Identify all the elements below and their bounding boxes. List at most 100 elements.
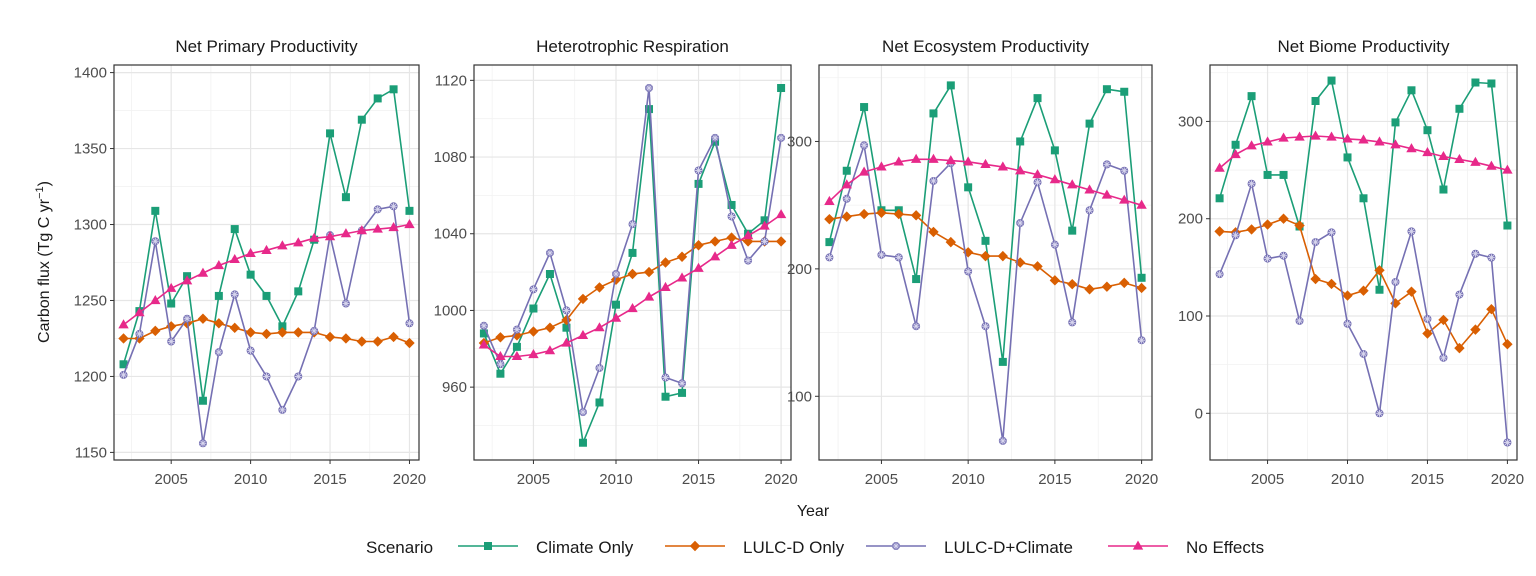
data-point [1342,133,1353,143]
chart-panels: Net Primary Productivity 2005 2010 2015 2020… [74,37,1524,488]
data-point [627,303,638,313]
data-point [512,342,521,351]
data-point [1119,277,1130,289]
legend-item-lulc-d-only: LULC-D Only [665,538,845,557]
data-point [496,360,505,369]
data-point [1423,126,1432,135]
data-point [1247,179,1256,188]
data-point [645,84,654,93]
data-point [1406,143,1417,153]
data-point [1486,160,1497,170]
data-point [1486,303,1497,315]
data-point [151,206,160,215]
data-point [860,103,869,112]
data-point [1407,227,1416,236]
data-point [578,438,587,447]
data-point [1136,199,1147,209]
data-point [1231,231,1240,240]
y-tick-label: 1080 [434,149,467,166]
data-point [1279,170,1288,179]
data-point [1326,131,1337,141]
legend-item-climate-only: Climate Only [458,538,634,557]
data-point [1016,137,1025,146]
data-point [1503,221,1512,230]
data-point [694,166,703,175]
data-point [693,262,704,272]
data-point [1263,254,1272,263]
data-point [1438,314,1449,326]
data-point [1214,162,1225,172]
x-tick-label: 2010 [1331,471,1364,488]
data-point [912,275,921,284]
y-tick-label: 1040 [434,226,467,243]
data-point [261,328,272,340]
data-point [561,314,572,326]
y-tick-label: 300 [1178,113,1203,130]
data-point [388,331,399,343]
data-point [167,299,176,308]
data-point [1102,85,1111,94]
data-point [1014,165,1026,175]
data-point [1455,290,1464,299]
data-point [1295,316,1304,325]
data-point [1085,119,1094,128]
data-point [1068,318,1077,327]
panel-title: Net Biome Productivity [1278,37,1450,56]
data-point [562,323,571,332]
data-point [1422,328,1433,339]
data-point [981,322,990,331]
series-line [122,205,411,445]
y-tick-label: 1120 [435,72,467,89]
y-tick-label: 0 [1195,405,1203,422]
data-point [1214,226,1225,237]
data-point [577,329,589,339]
data-point [326,129,335,138]
data-point [278,322,287,331]
data-point [1263,170,1272,179]
panel-title: Heterotrophic Respiration [536,37,729,56]
data-point [118,319,129,329]
data-point [1439,353,1448,362]
data-point [594,322,605,332]
data-point [1215,194,1224,203]
data-point [1033,94,1042,103]
data-point [1033,178,1042,187]
data-point [1102,160,1111,169]
panel-title: Net Ecosystem Productivity [882,37,1089,56]
x-tick-label: 2005 [1251,471,1284,488]
data-point [198,396,207,405]
data-point [340,333,352,344]
data-point [1119,194,1130,204]
data-point [1487,253,1496,262]
data-point [389,202,398,211]
x-tick-label: 2020 [764,471,797,488]
data-point [197,267,209,277]
data-point [1120,166,1129,175]
series-line [483,87,782,444]
data-point [479,321,488,330]
y-tick-label: 1250 [74,292,107,309]
data-point [858,166,870,176]
data-point [627,268,638,280]
y-tick-label: 1300 [74,217,107,234]
data-point [135,329,144,338]
data-point [1067,179,1078,189]
legend-item-no-effects: No Effects [1108,538,1264,557]
data-point [1311,238,1320,247]
data-point [1215,270,1224,279]
data-point [496,369,505,378]
data-point [214,348,223,357]
data-point [1343,153,1352,162]
data-point [1137,336,1146,345]
series-lulc-d-only [1214,213,1513,354]
y-tick-label: 100 [787,388,812,405]
data-point [893,208,904,220]
series-lulc-d-only [824,207,1147,295]
data-point [945,236,957,248]
data-point [946,81,955,90]
y-tick-label: 1150 [75,444,107,461]
data-point [1391,277,1400,286]
data-point [577,293,589,305]
data-point [544,345,556,355]
data-point [997,161,1009,171]
